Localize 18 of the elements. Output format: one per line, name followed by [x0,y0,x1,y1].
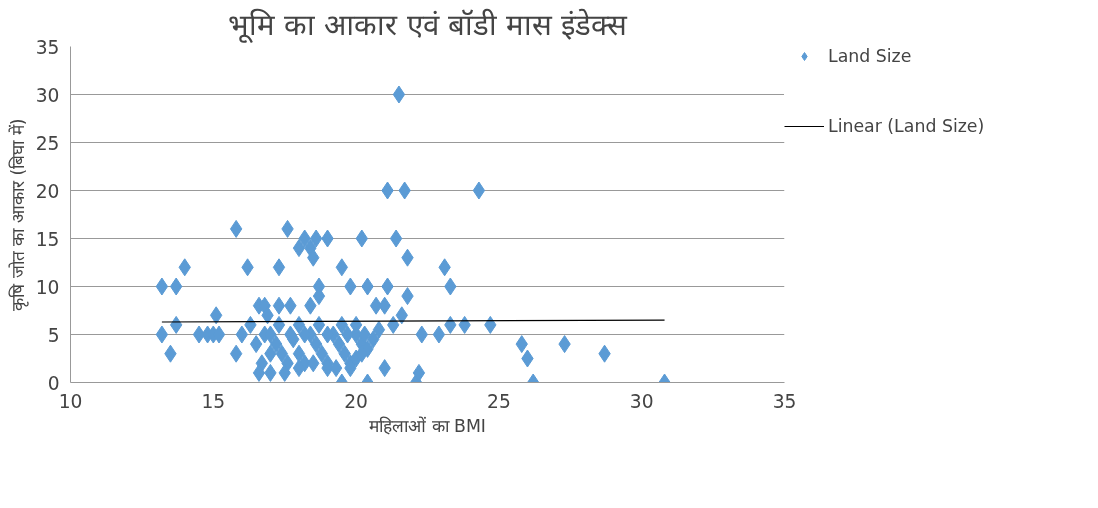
x-tick-label: 20 [344,390,368,412]
y-tick-label: 25 [35,132,60,154]
y-tick-label: 30 [35,84,60,106]
y-axis-title: कृषि जोत का आकार (बिघा में) [7,118,29,311]
y-tick-label: 15 [35,228,60,250]
legend-label: Linear (Land Size) [828,116,985,136]
legend-label: Land Size [828,46,912,66]
x-tick-label: 30 [629,390,654,412]
y-tick-label: 5 [47,324,60,346]
chart-title: भूमि का आकार एवं बॉडी मास इंडेक्स [227,7,629,44]
y-tick-label: 20 [35,180,60,202]
x-tick-label: 15 [201,390,226,412]
x-tick-label: 35 [772,390,797,412]
y-tick-label: 0 [47,372,60,394]
x-axis-title: महिलाओं का BMI [369,415,486,436]
x-tick-label: 25 [487,390,511,412]
y-tick-label: 35 [35,36,60,58]
y-tick-label: 10 [35,276,60,298]
